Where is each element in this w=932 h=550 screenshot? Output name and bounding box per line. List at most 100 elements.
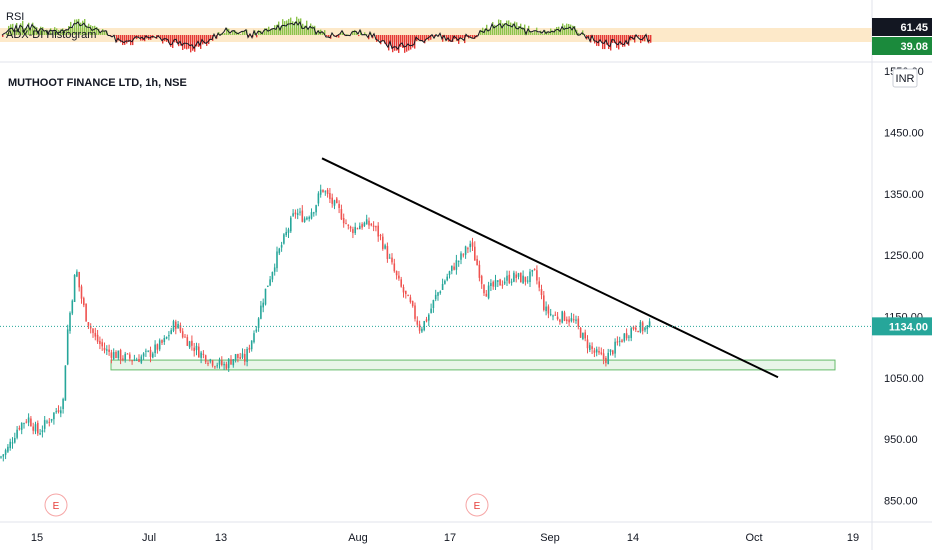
- histogram-bar: [596, 35, 598, 46]
- candle-body: [501, 284, 504, 286]
- candle-body: [313, 212, 315, 214]
- candle-body: [204, 355, 207, 363]
- histogram-bar: [188, 35, 190, 49]
- candle-body: [232, 359, 235, 366]
- candle-body: [131, 360, 133, 362]
- candle-body: [425, 319, 428, 322]
- histogram-bar: [380, 35, 382, 45]
- candle-body: [234, 354, 237, 360]
- candle-body: [223, 364, 225, 366]
- histogram-bar: [164, 35, 166, 42]
- histogram-bar: [592, 35, 594, 37]
- histogram-bar: [328, 35, 330, 38]
- candle-body: [393, 263, 396, 272]
- resistance-trendline[interactable]: [321, 157, 779, 379]
- histogram-bar: [264, 28, 266, 35]
- histogram-bar: [368, 35, 370, 40]
- candle-body: [37, 422, 39, 434]
- candle-body: [352, 229, 354, 234]
- candle-body: [276, 251, 278, 269]
- histogram-bar: [510, 22, 512, 35]
- time-axis[interactable]: 15 Jul 13 Aug 17 Sep 14 Oct 19: [0, 521, 932, 544]
- candle-body: [73, 274, 76, 302]
- candle-body: [87, 322, 90, 326]
- candle-body: [285, 231, 287, 236]
- histogram-bar: [86, 25, 88, 35]
- candle-body: [198, 346, 200, 358]
- candle-body: [365, 219, 368, 225]
- price-axis[interactable]: 1550.001450.001350.001250.001150.001050.…: [871, 0, 932, 550]
- candle-body: [64, 365, 67, 401]
- histogram-bar: [488, 29, 490, 35]
- histogram-bar: [308, 27, 310, 35]
- candle-body: [391, 257, 393, 263]
- candle-body: [566, 319, 568, 322]
- candle-body: [264, 288, 267, 305]
- last-price-tag: 1134.00: [872, 317, 932, 336]
- candle-body: [416, 320, 419, 325]
- histogram-bar: [122, 35, 124, 46]
- candle-body: [411, 301, 414, 306]
- support-zone[interactable]: [110, 359, 836, 371]
- histogram-bar: [356, 32, 358, 35]
- currency-box[interactable]: [892, 68, 918, 88]
- histogram-bar: [242, 31, 244, 35]
- histogram-bar: [532, 32, 534, 35]
- histogram-bar: [412, 35, 414, 48]
- histogram-bar: [88, 23, 90, 35]
- candle-body: [561, 311, 563, 323]
- candle-body: [497, 280, 499, 282]
- candle-body: [227, 359, 230, 368]
- histogram-bar: [282, 19, 284, 35]
- candle-body: [336, 198, 338, 204]
- histogram-bar: [96, 26, 98, 35]
- histogram-bar: [198, 35, 200, 47]
- candle-body: [612, 350, 614, 355]
- candle-body: [193, 347, 195, 352]
- candle-body: [441, 284, 444, 290]
- histogram-bar: [582, 30, 584, 35]
- histogram-bar: [552, 30, 554, 35]
- histogram-bar: [588, 35, 590, 39]
- candle-body: [646, 325, 649, 330]
- histogram-bar: [446, 35, 448, 41]
- time-axis-ticks: 15 Jul 13 Aug 17 Sep 14 Oct 19: [31, 532, 859, 544]
- histogram-bar: [280, 26, 282, 35]
- candle-body: [253, 333, 255, 343]
- candle-body: [506, 275, 508, 281]
- earnings-marker[interactable]: [44, 493, 68, 517]
- histogram-bar: [190, 35, 192, 53]
- candle-body: [262, 302, 264, 308]
- candle-body: [405, 290, 407, 294]
- candle-body: [106, 349, 108, 351]
- candle-body: [448, 271, 451, 276]
- histogram-bar: [574, 26, 576, 35]
- histogram-bar: [398, 35, 400, 53]
- histogram-bar: [44, 30, 46, 35]
- histogram-bar: [498, 19, 500, 35]
- candle-body: [359, 225, 361, 230]
- candle-body: [186, 337, 189, 346]
- candle-body: [446, 276, 448, 281]
- histogram-bar: [600, 35, 602, 42]
- candle-body: [103, 347, 106, 351]
- candle-body: [290, 217, 292, 232]
- histogram-bar: [566, 23, 568, 35]
- candle-body: [71, 300, 74, 314]
- earnings-marker[interactable]: [465, 493, 489, 517]
- candle-body: [529, 271, 531, 283]
- candle-body: [331, 197, 333, 204]
- candle-body: [382, 236, 384, 249]
- histogram-bar: [562, 23, 564, 35]
- candle-body: [168, 335, 170, 337]
- candle-body: [172, 321, 175, 331]
- histogram-bar: [364, 32, 366, 35]
- candle-body: [237, 353, 239, 358]
- candle-body: [513, 272, 515, 282]
- indicator-pane[interactable]: RSI ADX-DI Histogram: [0, 11, 932, 63]
- candle-body: [388, 257, 391, 259]
- candle-body: [214, 366, 216, 368]
- histogram-bar: [176, 35, 178, 44]
